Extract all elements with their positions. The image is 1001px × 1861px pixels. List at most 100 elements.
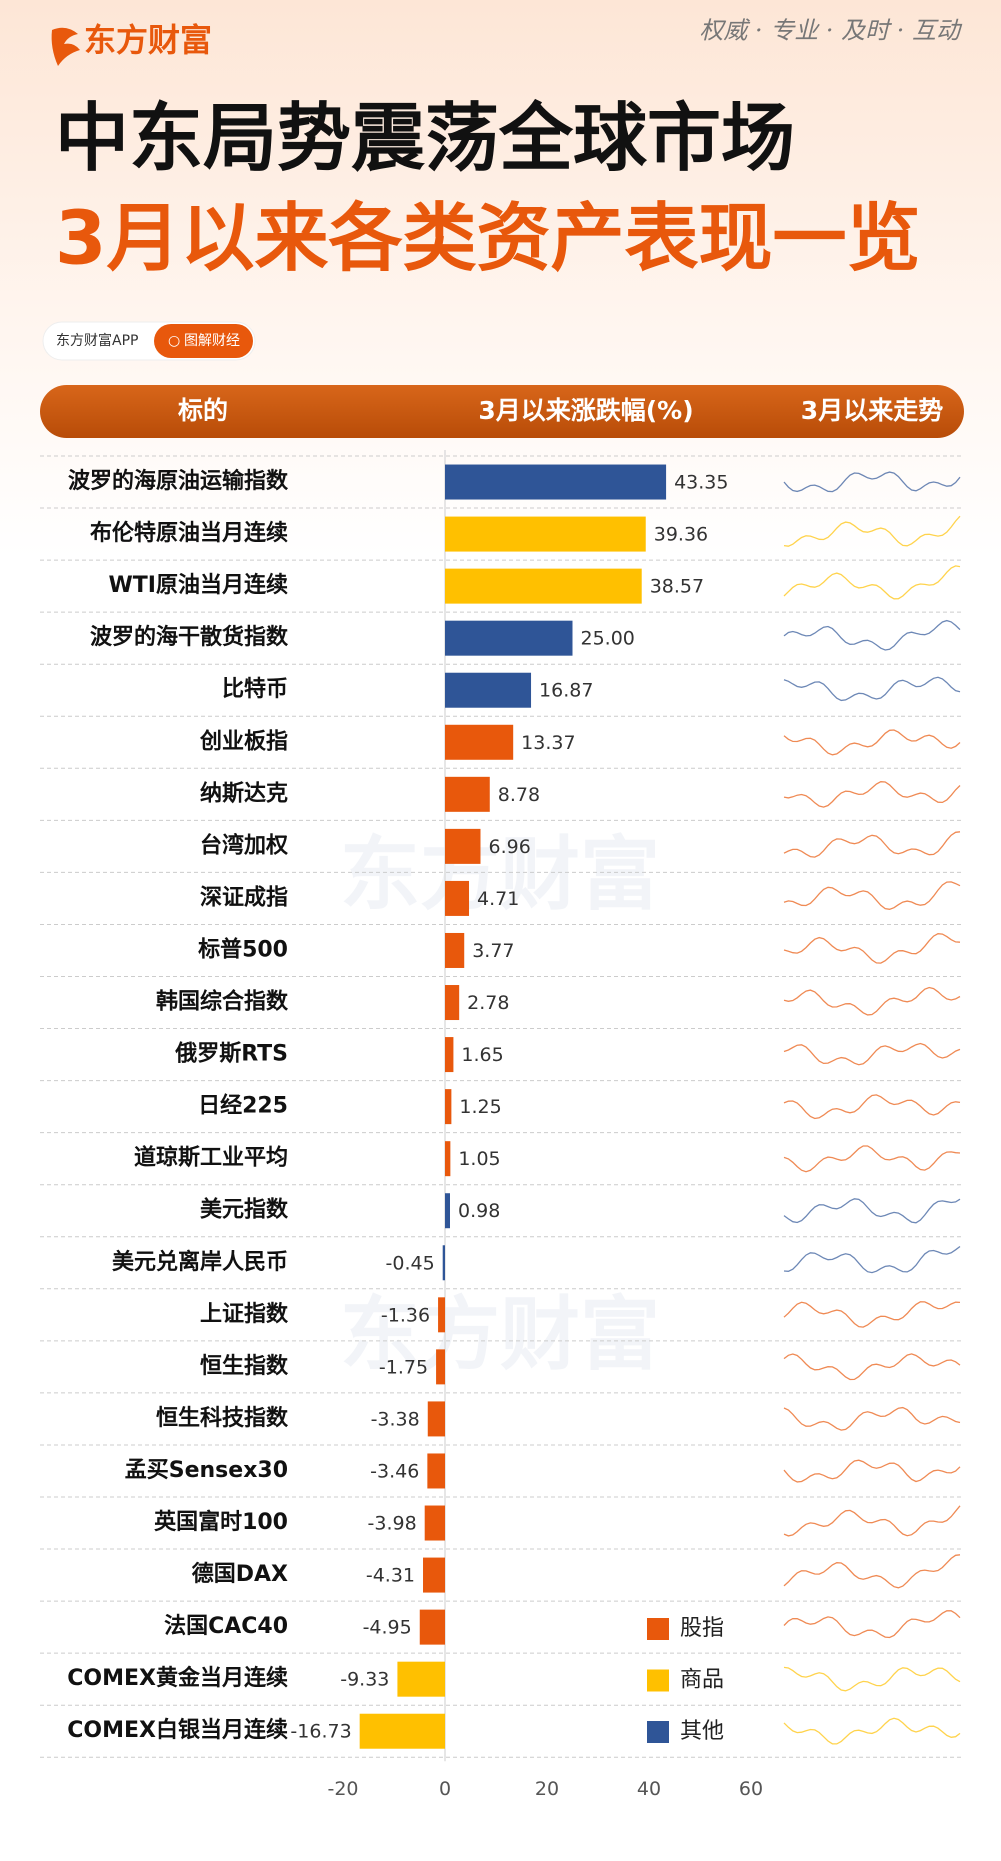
category-label: 恒生科技指数: [156, 1405, 289, 1431]
value-label: 0.98: [458, 1200, 500, 1222]
legend-swatch: [647, 1669, 669, 1692]
category-label: 恒生指数: [200, 1353, 289, 1379]
tag-pill: [154, 324, 253, 358]
x-tick-label: 40: [637, 1778, 661, 1800]
bar: [445, 880, 470, 916]
sparkline: [783, 781, 961, 808]
category-label: 美元兑离岸人民币: [112, 1249, 288, 1275]
bar: [445, 516, 646, 552]
watermark: 东方财富: [340, 828, 660, 921]
bar: [419, 1609, 445, 1645]
sparkline: [783, 831, 961, 858]
bar: [445, 672, 532, 708]
tag-text: 图解财经: [184, 333, 240, 349]
bar: [445, 776, 490, 812]
category-label: 标普500: [198, 936, 288, 962]
bar: [424, 1505, 445, 1541]
bar: [445, 1089, 452, 1125]
sparkline: [783, 1301, 961, 1328]
bar: [397, 1661, 445, 1697]
category-label: 日经225: [198, 1093, 288, 1119]
bar: [423, 1557, 445, 1593]
value-label: -9.33: [340, 1669, 389, 1691]
category-label: 纳斯达克: [200, 780, 288, 806]
legend-swatch: [647, 1618, 669, 1640]
value-label: -4.95: [363, 1617, 412, 1639]
value-label: 2.78: [467, 992, 509, 1014]
bar: [445, 620, 573, 656]
sparkline: [783, 1198, 961, 1224]
category-label: 孟买Sensex30: [125, 1458, 288, 1483]
value-label: -3.38: [371, 1408, 420, 1430]
value-label: -3.98: [368, 1513, 417, 1535]
sparkline: [783, 1505, 961, 1537]
column-header: 标的: [178, 396, 228, 425]
sparkline: [783, 1145, 961, 1173]
sparkline: [783, 619, 961, 651]
value-label: 13.37: [521, 732, 575, 754]
sparkline: [783, 565, 961, 600]
bar: [445, 1141, 451, 1177]
category-label: 创业板指: [199, 729, 288, 754]
sparkline: [783, 1042, 961, 1066]
bar: [445, 932, 465, 968]
brand: 东方财富: [84, 21, 212, 59]
category-label: 法国CAC40: [164, 1614, 288, 1639]
sparkline: [783, 1353, 961, 1381]
sparkline: [783, 986, 961, 1016]
legend-label: 股指: [680, 1616, 724, 1641]
bar: [445, 985, 460, 1021]
category-label: 德国DAX: [192, 1561, 288, 1587]
category-label: 波罗的海干散货指数: [90, 624, 289, 650]
sparkline: [783, 1610, 961, 1639]
legend-label: 其他: [680, 1719, 724, 1744]
category-label: COMEX白银当月连续: [67, 1717, 288, 1743]
sparkline: [783, 1245, 961, 1274]
sparkline: [783, 729, 961, 756]
value-label: 16.87: [539, 680, 593, 702]
sparkline: [783, 881, 961, 910]
bar: [445, 568, 642, 604]
badge-text: 东方财富APP: [56, 332, 138, 349]
x-tick-label: -20: [327, 1778, 358, 1800]
value-label: -3.46: [370, 1460, 419, 1482]
category-label: WTI原油当月连续: [109, 572, 288, 598]
value-label: 8.78: [498, 784, 540, 806]
table-header: [40, 385, 964, 438]
sparkline: [783, 471, 961, 493]
category-label: COMEX黄金当月连续: [67, 1665, 288, 1691]
value-label: 1.65: [461, 1044, 503, 1066]
bar: [445, 828, 481, 864]
bar: [438, 1297, 445, 1333]
category-label: 道琼斯工业平均: [134, 1145, 288, 1171]
value-label: -0.45: [386, 1252, 435, 1274]
category-label: 比特币: [222, 676, 288, 702]
bar: [442, 1245, 445, 1281]
category-label: 台湾加权: [200, 832, 289, 858]
value-label: 6.96: [488, 836, 530, 858]
logo: [51, 27, 80, 66]
bar: [445, 724, 514, 760]
value-label: -4.31: [366, 1565, 415, 1587]
category-label: 韩国综合指数: [156, 989, 289, 1015]
value-label: 1.25: [459, 1096, 501, 1118]
sparkline: [783, 1717, 961, 1745]
value-label: 39.36: [654, 524, 708, 546]
sparkline: [783, 676, 961, 702]
sparkline: [783, 933, 961, 964]
bar: [359, 1713, 445, 1749]
column-header: 3月以来涨跌幅(%): [478, 396, 693, 425]
sparkline: [783, 1459, 961, 1483]
legend-label: 商品: [680, 1668, 724, 1693]
x-tick-label: 60: [739, 1778, 763, 1800]
x-tick-label: 20: [535, 1778, 559, 1800]
bar: [436, 1349, 445, 1385]
title-line-2: 3月以来各类资产表现一览: [55, 196, 921, 282]
slogan: 权威 · 专业 · 及时 · 互动: [699, 17, 963, 45]
bar: [445, 464, 667, 500]
legend-swatch: [647, 1721, 669, 1743]
value-label: 43.35: [674, 472, 728, 494]
sparkline: [783, 1406, 961, 1431]
